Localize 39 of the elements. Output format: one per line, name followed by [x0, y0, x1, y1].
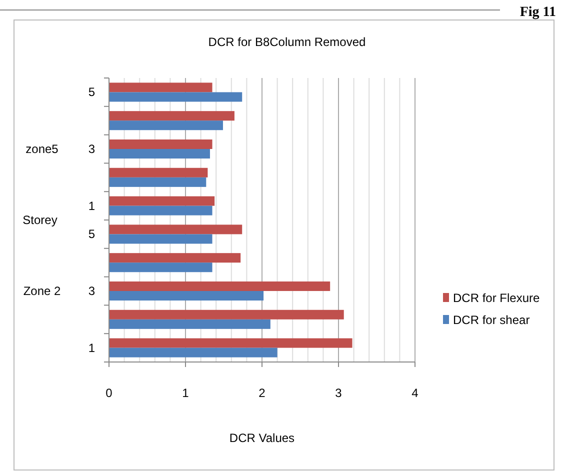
bar — [109, 168, 208, 178]
y-tick-label: 5 — [88, 227, 96, 242]
x-tick-label: 1 — [182, 386, 190, 400]
bar — [109, 224, 242, 234]
bar — [109, 234, 212, 244]
bar — [109, 319, 270, 329]
legend-label: DCR for shear — [453, 313, 530, 327]
bar — [109, 291, 264, 301]
bar — [109, 310, 344, 320]
text: zone5 — [26, 142, 59, 156]
y-axis-title: Storey — [22, 213, 58, 227]
text: Zone 2 — [23, 284, 62, 298]
bar — [109, 206, 212, 216]
bar — [109, 139, 212, 149]
x-tick-label: 2 — [258, 386, 266, 400]
y-tick-label: 3 — [88, 284, 96, 298]
bar — [109, 196, 215, 206]
legend-label: DCR for Flexure — [453, 291, 540, 305]
bar — [109, 253, 241, 263]
x-tick-label: 0 — [106, 386, 113, 400]
x-axis-title: DCR Values — [229, 431, 295, 445]
bar — [109, 262, 212, 272]
y-tick-label: 1 — [88, 198, 96, 213]
x-tick-label: 4 — [412, 386, 419, 400]
x-tick-label: 3 — [335, 386, 342, 400]
bar — [109, 177, 206, 187]
bar — [109, 149, 210, 159]
y-tick-label: 3 — [88, 142, 96, 156]
chart-title: DCR for B8Column Removed — [208, 35, 366, 49]
bar — [109, 92, 242, 102]
bar — [109, 348, 278, 358]
bar — [109, 82, 212, 92]
y-tick-label: 5 — [88, 85, 96, 100]
y-tick-label: 1 — [88, 340, 96, 355]
bar — [109, 120, 223, 130]
caption: Fig 11 — [520, 5, 556, 20]
bar — [109, 111, 234, 121]
bar — [109, 281, 330, 291]
bar — [109, 338, 352, 348]
